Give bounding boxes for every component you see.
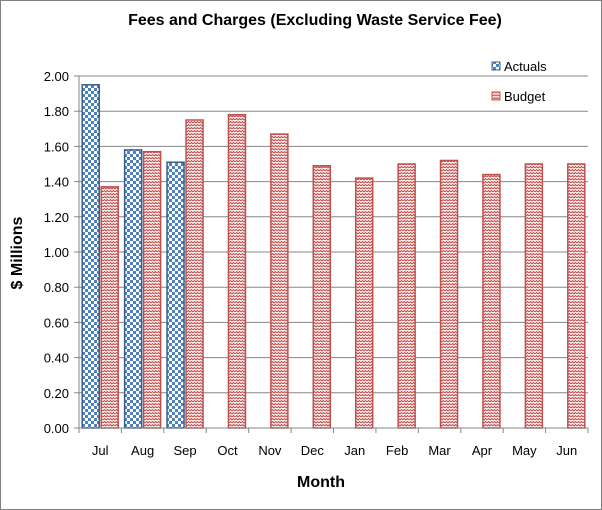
x-tick-label: Jul	[92, 443, 109, 458]
x-tick-label: Jun	[556, 443, 577, 458]
bar-budget-feb	[397, 163, 416, 429]
y-tick-label: 1.00	[44, 245, 69, 260]
bar-budget-aug	[142, 150, 162, 429]
y-tick-label: 0.20	[44, 386, 69, 401]
x-tick-label: Nov	[258, 443, 282, 458]
legend-label-actuals: Actuals	[504, 59, 547, 74]
bar-actuals-sep	[166, 161, 185, 429]
x-tick-label: Aug	[131, 443, 154, 458]
legend: Actuals Budget	[491, 59, 547, 104]
bar-budget-oct	[227, 113, 247, 429]
legend-swatch-actuals	[491, 61, 501, 71]
x-tick-label: Sep	[173, 443, 196, 458]
bar-budget-may	[524, 163, 544, 429]
x-tick-label: Mar	[428, 443, 451, 458]
bar-budget-sep	[185, 119, 204, 429]
legend-swatch-budget	[491, 91, 501, 101]
x-axis-title: Month	[297, 474, 345, 491]
x-tick-label: Apr	[472, 443, 493, 458]
bar-budget-nov	[270, 133, 289, 429]
bar-actuals-jul	[81, 84, 100, 429]
bar-budget-dec	[312, 165, 332, 429]
y-tick-label: 1.20	[44, 210, 69, 225]
bars	[81, 84, 586, 429]
y-tick-label: 0.60	[44, 315, 69, 330]
bar-budget-jun	[567, 163, 586, 429]
bar-budget-mar	[439, 159, 459, 429]
y-axis-title: $ Millions	[9, 216, 26, 289]
y-tick-label: 0.80	[44, 280, 69, 295]
y-tick-label: 0.40	[44, 351, 69, 366]
gridlines	[79, 75, 588, 429]
y-tick-label: 0.00	[44, 421, 69, 436]
bar-budget-apr	[482, 173, 501, 429]
x-tick-label: Dec	[301, 443, 325, 458]
x-tick-labels: Jul Aug Sep Oct Nov Dec Jan Feb Mar Apr May Jun	[78, 428, 589, 458]
x-tick-label: Oct	[217, 443, 238, 458]
y-tick-label: 1.60	[44, 139, 69, 154]
y-tick-label: 1.40	[44, 175, 69, 190]
y-tick-labels: 0.00 0.20 0.40 0.60 0.80 1.00 1.20 1.40 1.60 1.80…	[44, 69, 79, 436]
x-tick-label: May	[512, 443, 537, 458]
bar-budget-jul	[100, 186, 119, 429]
chart-title: Fees and Charges (Excluding Waste Servic…	[128, 12, 502, 29]
y-tick-label: 1.80	[44, 104, 69, 119]
y-tick-label: 2.00	[44, 69, 69, 84]
x-tick-label: Feb	[386, 443, 408, 458]
bar-actuals-aug	[123, 149, 143, 429]
bar-budget-jan	[354, 177, 374, 429]
legend-label-budget: Budget	[504, 89, 546, 104]
x-tick-label: Jan	[344, 443, 365, 458]
